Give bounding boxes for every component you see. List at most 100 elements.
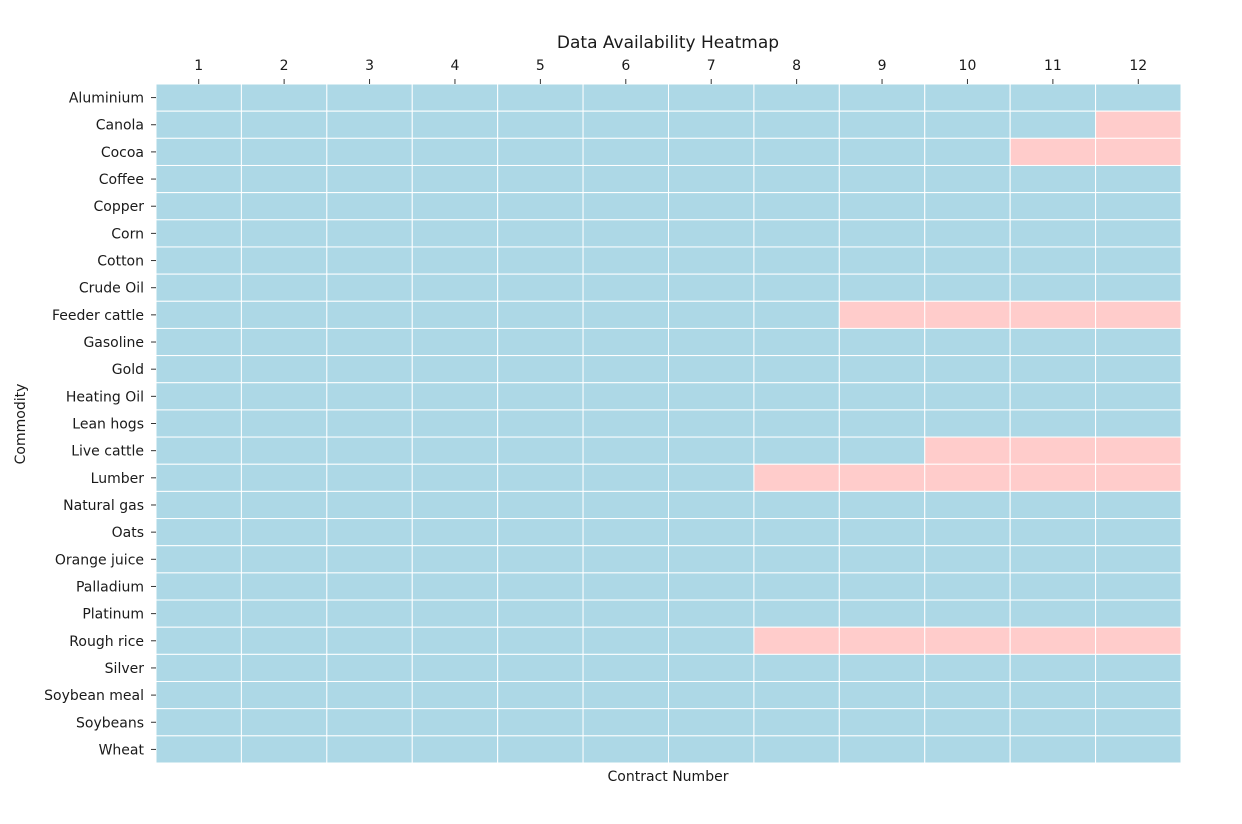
x-tick-label: 5 <box>536 58 545 74</box>
heatmap-cell <box>240 545 328 574</box>
y-tick-label: Natural gas <box>63 498 144 514</box>
heatmap-cell <box>582 518 669 547</box>
x-tick-label: 6 <box>621 58 630 74</box>
heatmap-cell <box>1095 83 1182 112</box>
heatmap-cell <box>240 192 328 221</box>
heatmap-cell <box>924 599 1011 628</box>
y-tick-label: Soybeans <box>76 715 144 731</box>
heatmap-cell <box>668 219 755 248</box>
heatmap-cell <box>326 164 413 194</box>
heatmap-cell <box>497 246 584 275</box>
y-tick-label: Gold <box>112 362 144 378</box>
heatmap-cell <box>838 545 926 574</box>
heatmap-cell <box>497 137 584 166</box>
heatmap-cell <box>924 409 1011 438</box>
heatmap-cell <box>582 572 669 601</box>
heatmap-cell <box>326 708 413 737</box>
heatmap-cell <box>497 626 584 655</box>
heatmap-cell <box>838 708 926 737</box>
heatmap-cell <box>155 83 242 112</box>
heatmap-cell <box>411 409 499 438</box>
heatmap-cell <box>1009 355 1097 384</box>
heatmap-cell <box>411 708 499 737</box>
heatmap-cell <box>240 246 328 275</box>
heatmap-cell <box>668 164 755 194</box>
heatmap-cell <box>1009 164 1097 194</box>
heatmap-cell <box>838 219 926 248</box>
heatmap-cell <box>240 382 328 411</box>
heatmap-cell <box>753 382 840 411</box>
heatmap-cell <box>240 490 328 520</box>
heatmap-cell <box>582 192 669 221</box>
y-tick-label: Heating Oil <box>66 389 144 405</box>
heatmap-cell <box>1009 463 1097 492</box>
heatmap-cell <box>582 626 669 655</box>
y-tick-label: Rough rice <box>69 634 144 650</box>
heatmap-cell <box>1095 246 1182 275</box>
heatmap-cell <box>497 219 584 248</box>
heatmap-cell <box>326 735 413 764</box>
heatmap-cell <box>326 545 413 574</box>
heatmap-cell <box>155 137 242 166</box>
heatmap-cell <box>668 708 755 737</box>
heatmap-cell <box>582 246 669 275</box>
heatmap-cell <box>1009 300 1097 329</box>
heatmap-cell <box>1095 355 1182 384</box>
heatmap-cell <box>497 110 584 139</box>
heatmap-cell <box>1009 409 1097 438</box>
heatmap-cell <box>838 110 926 139</box>
heatmap-cell <box>753 246 840 275</box>
heatmap-cell <box>155 490 242 520</box>
heatmap-cell <box>1009 436 1097 465</box>
heatmap-cell <box>1095 436 1182 465</box>
heatmap-cell <box>753 409 840 438</box>
heatmap-cell <box>753 219 840 248</box>
heatmap-cell <box>155 463 242 492</box>
heatmap-cell <box>668 572 755 601</box>
heatmap-cell <box>411 653 499 683</box>
heatmap-cell <box>582 355 669 384</box>
heatmap-cell <box>240 219 328 248</box>
heatmap-cell <box>497 382 584 411</box>
heatmap-cell <box>1009 382 1097 411</box>
heatmap-cell <box>838 463 926 492</box>
heatmap-cell <box>838 681 926 710</box>
heatmap-cell <box>326 681 413 710</box>
heatmap-cell <box>155 653 242 683</box>
heatmap-cell <box>582 653 669 683</box>
heatmap-cell <box>411 463 499 492</box>
heatmap-cell <box>240 83 328 112</box>
heatmap-cell <box>1009 83 1097 112</box>
heatmap-cell <box>1009 572 1097 601</box>
heatmap-cell <box>326 355 413 384</box>
heatmap-cell <box>924 219 1011 248</box>
heatmap-cell <box>497 518 584 547</box>
chart-title: Data Availability Heatmap <box>557 33 779 53</box>
heatmap-cell <box>668 735 755 764</box>
heatmap-cell <box>1009 327 1097 357</box>
heatmap-cell <box>497 409 584 438</box>
heatmap-cell <box>155 735 242 764</box>
heatmap-cell <box>326 490 413 520</box>
x-axis-ticks: 1 2 3 4 5 6 7 8 9 10 11 12 <box>194 58 1147 84</box>
heatmap-cell <box>411 735 499 764</box>
heatmap-cell <box>411 273 499 302</box>
heatmap-cell <box>155 327 242 357</box>
x-tick-label: 1 <box>194 58 203 74</box>
heatmap-cell <box>838 246 926 275</box>
heatmap-cell <box>411 192 499 221</box>
y-tick-label: Gasoline <box>83 335 144 351</box>
heatmap-cell <box>155 681 242 710</box>
heatmap-cell <box>1095 382 1182 411</box>
heatmap-cell <box>1095 219 1182 248</box>
heatmap-cell <box>411 599 499 628</box>
heatmap-cell <box>924 273 1011 302</box>
y-tick-label: Cotton <box>97 254 144 270</box>
heatmap-cell <box>240 164 328 194</box>
heatmap-cell <box>1095 681 1182 710</box>
heatmap-cell <box>1095 518 1182 547</box>
heatmap-cell <box>326 219 413 248</box>
heatmap-cell <box>1095 545 1182 574</box>
heatmap-cell <box>411 137 499 166</box>
heatmap-cell <box>155 219 242 248</box>
